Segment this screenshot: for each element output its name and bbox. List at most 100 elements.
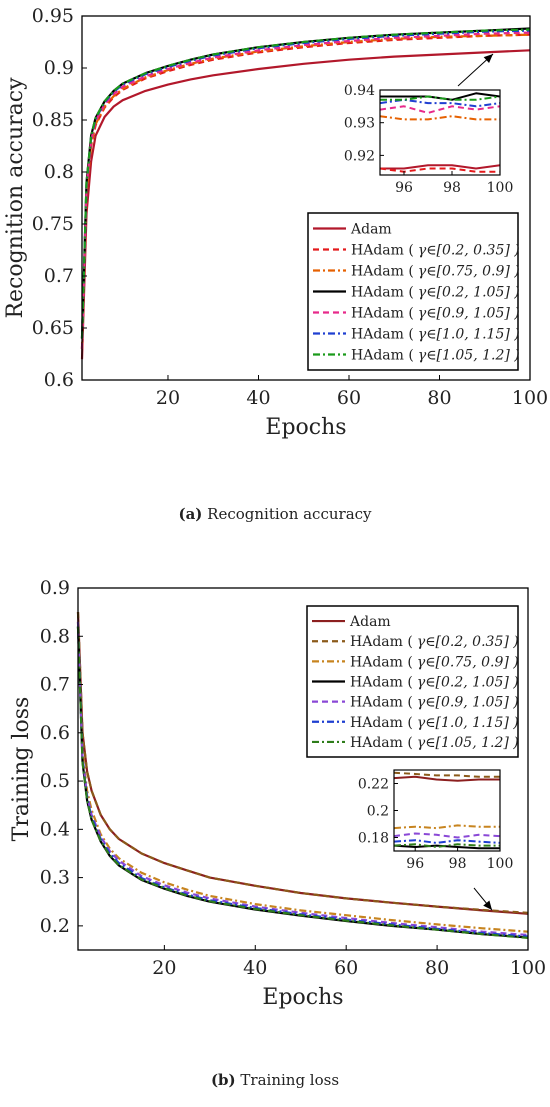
y-tick-label: 0.85 — [32, 109, 74, 131]
legend-gamma-range: γ∈[0.2, 1.05] ) — [418, 285, 520, 301]
series-line-6 — [76, 626, 529, 939]
legend-name: HAdam ( — [350, 695, 413, 711]
series-line-6 — [80, 28, 531, 339]
inset-y-tick-label: 0.18 — [358, 831, 389, 847]
inset-series-line-2 — [394, 824, 500, 830]
legend-label-1: HAdam (γ∈[0.2, 0.35] ) — [350, 634, 519, 650]
inset-y-tick-label: 0.2 — [367, 804, 389, 820]
legend-label-4: HAdam (γ∈[0.9, 1.05] ) — [351, 306, 520, 322]
inset-series-line-4 — [394, 832, 500, 839]
inset-y-tick-label: 0.92 — [344, 148, 375, 164]
inset-y-tick-label: 0.94 — [344, 83, 375, 99]
inset-lines — [380, 92, 500, 173]
legend-gamma-range: γ∈[1.0, 1.15] ) — [418, 327, 520, 343]
legend-label-6: HAdam (γ∈[1.05, 1.2] ) — [351, 348, 520, 364]
y-tick-label: 0.8 — [40, 625, 70, 647]
inset-series-line-6 — [394, 843, 500, 848]
inset-x-tick-label: 100 — [487, 856, 514, 872]
inset-arrow-head — [483, 900, 492, 910]
inset-plot: 96 98 100 0.92 0.93 0.94 — [344, 83, 514, 196]
y-tick-label: 0.95 — [32, 5, 74, 27]
legend-name: HAdam ( — [351, 264, 414, 280]
y-tick-label: 0.9 — [44, 57, 74, 79]
y-tick-label: 0.4 — [40, 818, 70, 840]
inset-x-tick-label: 98 — [443, 180, 461, 196]
legend-name: HAdam ( — [351, 327, 414, 343]
legend-name: Adam — [350, 222, 392, 238]
legend-name: HAdam ( — [351, 285, 414, 301]
inset-series-line-0 — [380, 164, 500, 170]
legend-label-2: HAdam (γ∈[0.75, 0.9] ) — [350, 654, 519, 670]
inset-series-line-3 — [394, 844, 500, 850]
inset-y-tick-label: 0.93 — [344, 116, 375, 132]
inset-x-tick-label: 96 — [395, 180, 413, 196]
inset-x-tick-label: 96 — [406, 856, 424, 872]
caption-a-text: Recognition accuracy — [207, 505, 372, 523]
x-tick-label: 100 — [512, 387, 548, 409]
series-line-0 — [80, 49, 531, 360]
inset-series-line-5 — [394, 839, 500, 844]
legend-label-3: HAdam (γ∈[0.2, 1.05] ) — [351, 285, 520, 301]
legend-gamma-range: γ∈[0.2, 0.35] ) — [417, 634, 519, 650]
legend-name: HAdam ( — [351, 348, 414, 364]
inset-arrow-head — [483, 54, 493, 64]
x-tick-label: 80 — [427, 387, 451, 409]
legend-name: HAdam ( — [350, 654, 413, 670]
inset-y-tick-label: 0.22 — [358, 777, 389, 793]
inset-series-line-1 — [394, 771, 500, 778]
y-tick-label: 0.3 — [40, 867, 70, 889]
y-tick-label: 0.7 — [44, 265, 74, 287]
legend-gamma-range: γ∈[1.0, 1.15] ) — [417, 715, 519, 731]
legend-label-1: HAdam (γ∈[0.2, 0.35] ) — [351, 243, 520, 259]
legend-label-2: HAdam (γ∈[0.75, 0.9] ) — [351, 264, 520, 280]
legend-name: HAdam ( — [350, 634, 413, 650]
legend-name: HAdam ( — [351, 306, 414, 322]
caption-a-letter: (a) — [178, 505, 203, 523]
series-line-2 — [76, 621, 529, 933]
legend-gamma-range: γ∈[0.9, 1.05] ) — [417, 695, 519, 711]
inset-series-line-2 — [380, 115, 500, 121]
legend-name: HAdam ( — [350, 715, 413, 731]
caption-b-letter: (b) — [210, 1071, 236, 1089]
y-tick-label: 0.65 — [32, 317, 74, 339]
x-tick-label: 80 — [425, 957, 449, 979]
accuracy-chart: 20 40 60 80 100 0.6 0.65 0.7 0.75 0.8 0.85 0.9 0.95 E… — [3, 5, 548, 440]
caption-b: (b) Training loss — [0, 1071, 550, 1089]
y-tick-label: 0.75 — [32, 213, 74, 235]
x-axis-label: Epochs — [265, 415, 346, 440]
y-tick-label: 0.8 — [44, 161, 74, 183]
legend-gamma-range: γ∈[1.05, 1.2] ) — [417, 735, 519, 751]
x-tick-label: 40 — [243, 957, 267, 979]
y-tick-label: 0.5 — [40, 770, 70, 792]
legend-label-6: HAdam (γ∈[1.05, 1.2] ) — [350, 735, 519, 751]
legend-gamma-range: γ∈[0.75, 0.9] ) — [417, 654, 519, 670]
inset-x-tick-label: 100 — [487, 180, 514, 196]
inset-series-line-6 — [380, 95, 500, 101]
y-tick-label: 0.9 — [40, 577, 70, 599]
inset-series-line-0 — [394, 775, 500, 782]
plot-frame — [81, 15, 531, 381]
legend-gamma-range: γ∈[0.2, 1.05] ) — [417, 675, 519, 691]
inset-series-line-4 — [380, 105, 500, 114]
x-axis-label: Epochs — [262, 985, 343, 1010]
y-axis-label: Training loss — [9, 697, 34, 842]
inset-x-tick-label: 98 — [449, 856, 467, 872]
x-tick-label: 20 — [152, 957, 176, 979]
inset-background — [380, 90, 500, 175]
legend-name: HAdam ( — [350, 735, 413, 751]
x-tick-label: 40 — [246, 387, 270, 409]
y-tick-label: 0.2 — [40, 915, 70, 937]
x-tick-label: 100 — [510, 957, 546, 979]
x-tick-label: 60 — [334, 957, 358, 979]
legend-name: HAdam ( — [350, 675, 413, 691]
loss-chart: 20 40 60 80 100 0.2 0.3 0.4 0.5 0.6 0.7 0.8 0.9 Epoch… — [9, 577, 546, 1010]
inset-lines — [394, 771, 500, 850]
inset-background — [394, 770, 500, 851]
series-line-0 — [76, 612, 529, 915]
y-tick-label: 0.7 — [40, 674, 70, 696]
legend-gamma-range: γ∈[1.05, 1.2] ) — [418, 348, 520, 364]
legend-gamma-range: γ∈[0.2, 0.35] ) — [418, 243, 520, 259]
